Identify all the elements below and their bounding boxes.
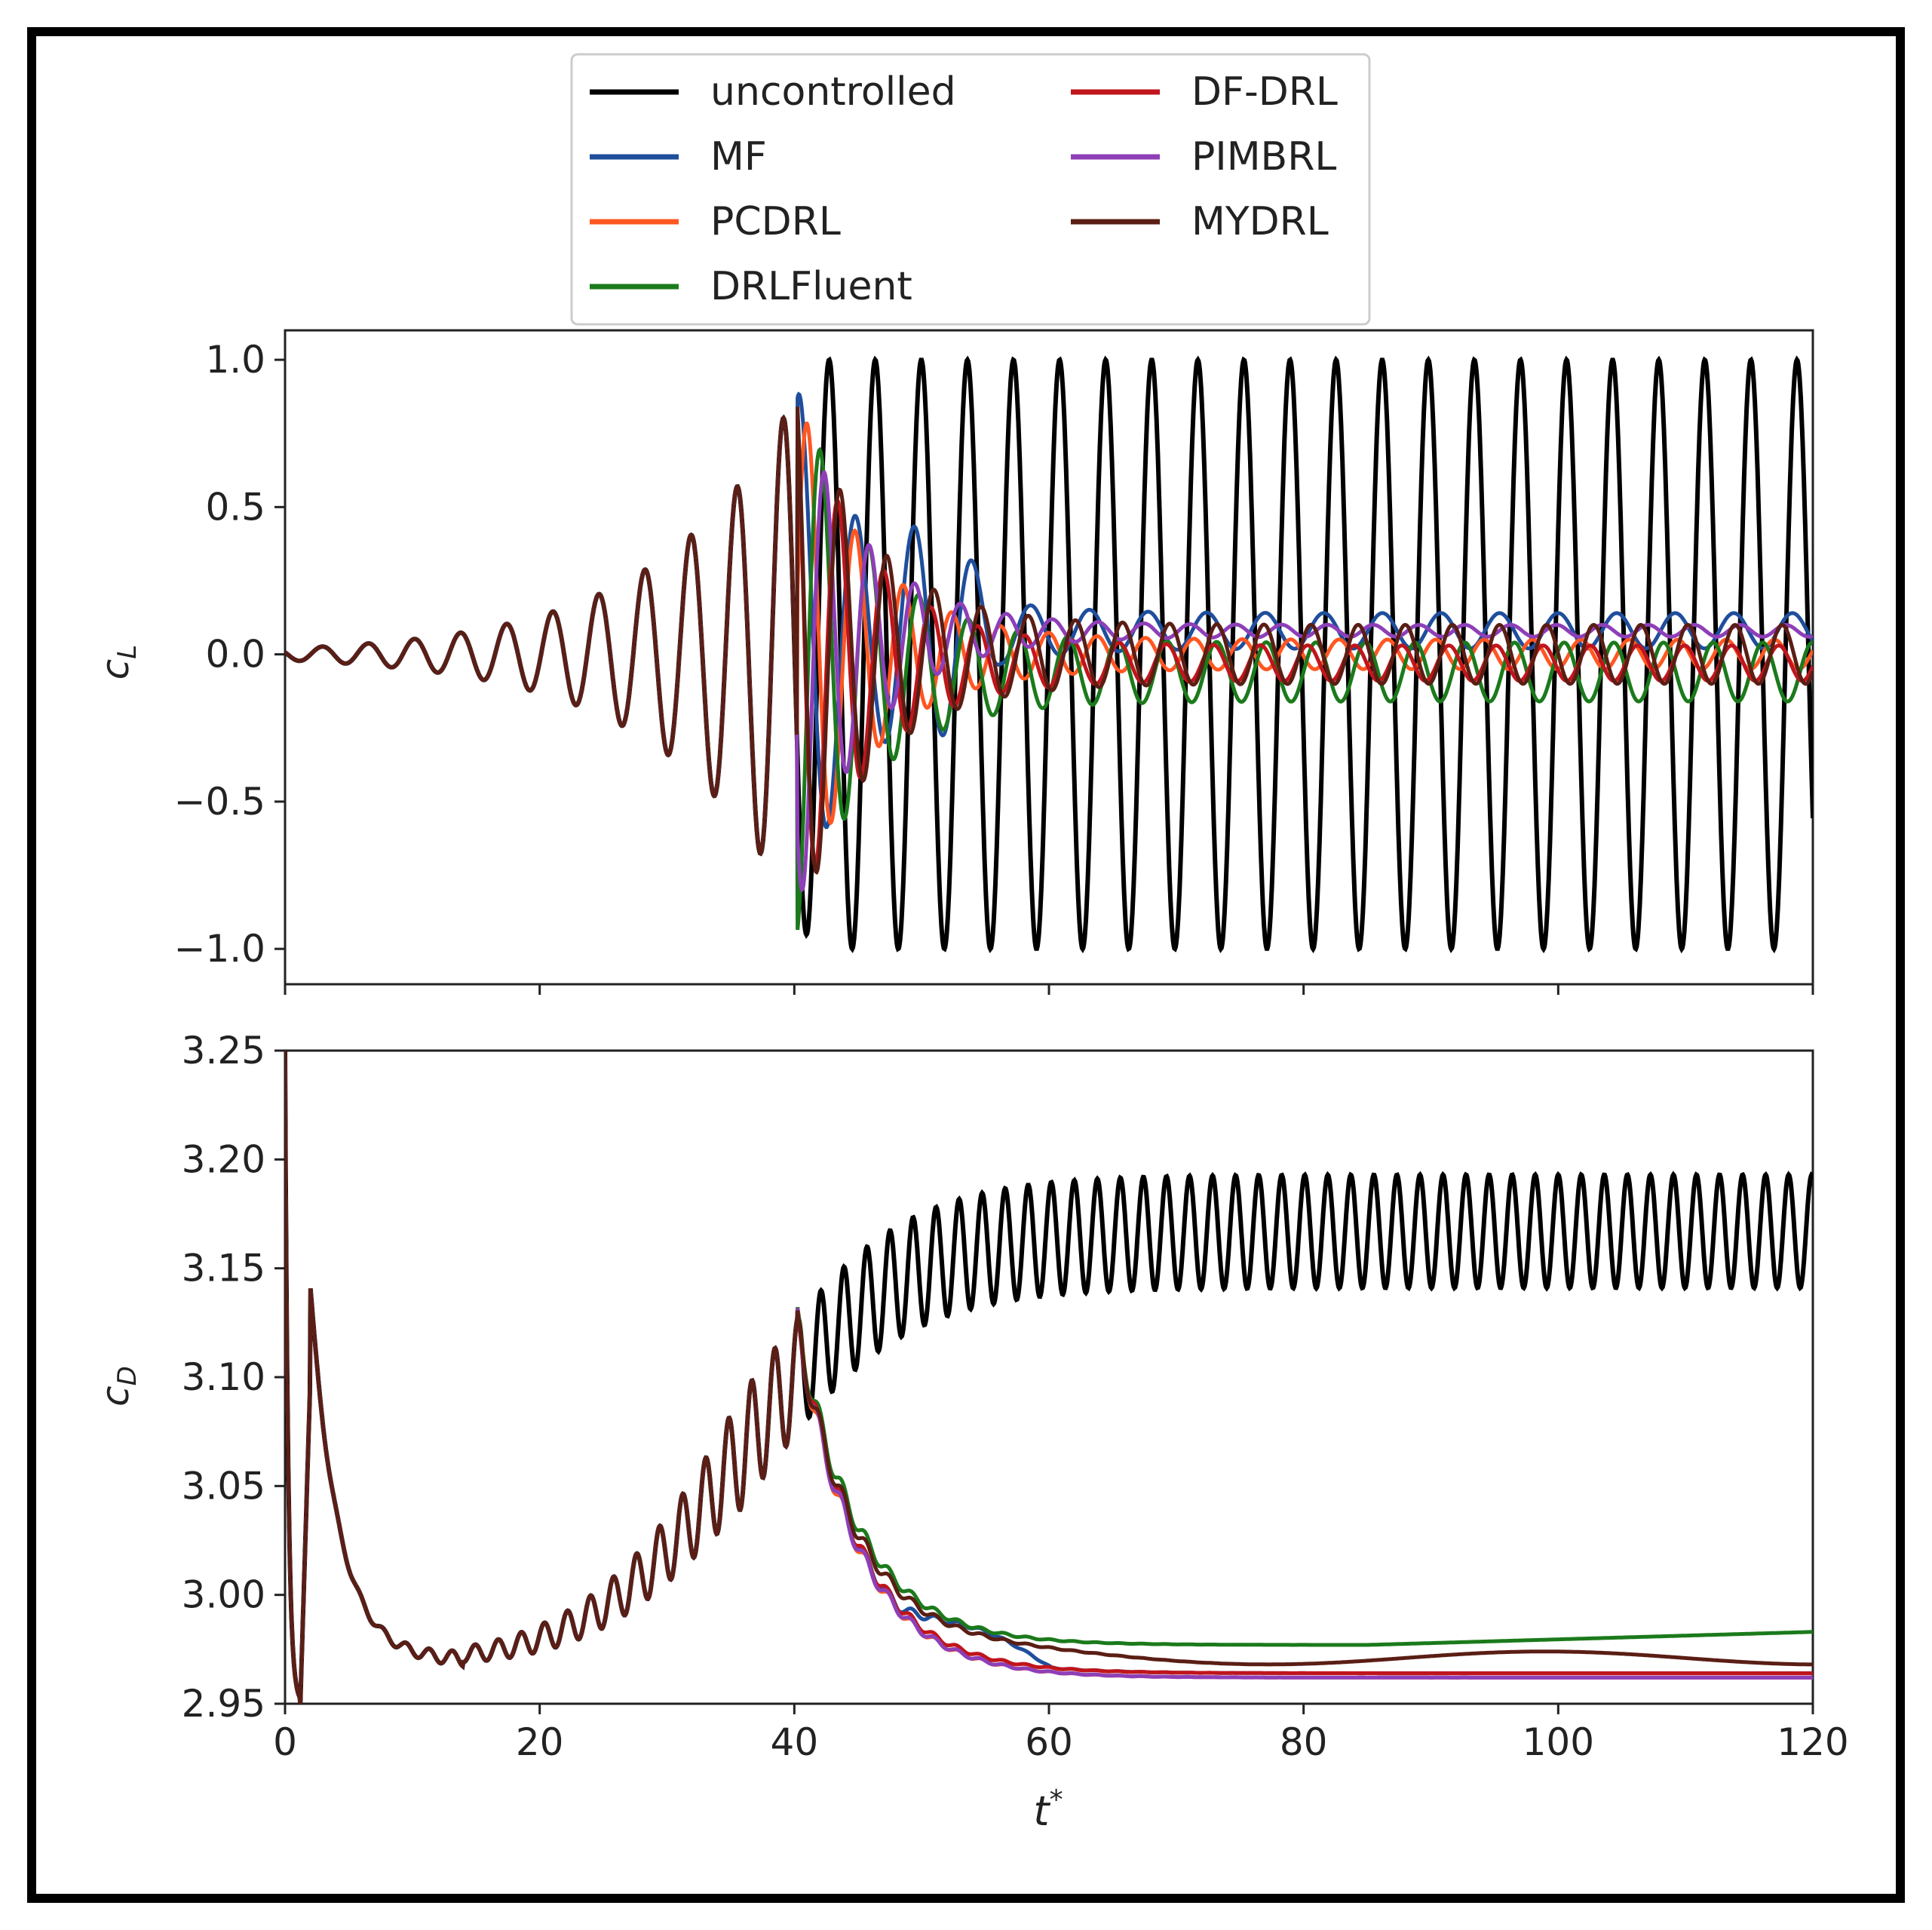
y-tick-label: 3.05 <box>182 1464 265 1508</box>
x-tick-label: 100 <box>1523 1720 1594 1764</box>
y-tick-label: −0.5 <box>174 780 265 824</box>
x-tick-label: 120 <box>1777 1720 1848 1764</box>
x-tick-label: 20 <box>516 1720 564 1764</box>
y-tick-label: −1.0 <box>174 927 265 971</box>
drag-line-uncontrolled <box>285 1051 1813 1704</box>
legend-label-mf: MF <box>710 134 767 179</box>
drag-y-axis-label: cD <box>94 1366 143 1407</box>
legend-label-pimbrl: PIMBRL <box>1191 134 1336 179</box>
y-tick-label: 2.95 <box>182 1682 265 1726</box>
y-tick-label: 3.20 <box>182 1137 265 1181</box>
drag-line-mydrl <box>285 1051 1813 1704</box>
drag-panel: 3.25 3.20 3.15 3.10 3.05 3.00 2.950 20 40 60 80 100… <box>94 1029 1849 1835</box>
x-tick-label: 60 <box>1025 1720 1073 1764</box>
lift-line-mydrl <box>285 407 1813 875</box>
drag-line-pcdrl <box>285 1051 1813 1704</box>
drag-line-df-drl <box>285 1051 1813 1704</box>
legend-label-mydrl: MYDRL <box>1191 199 1329 244</box>
legend-label-uncontrolled: uncontrolled <box>710 69 956 115</box>
legend-box <box>570 53 1371 326</box>
drag-line-drlfluent <box>285 1051 1813 1704</box>
lift-panel: 1.0 0.5 0.0 −0.5 −1.0 cL <box>94 329 1814 995</box>
drag-line-pimbrl <box>285 1051 1813 1704</box>
legend-label-drlfluent: DRLFluent <box>710 264 912 309</box>
x-tick-label: 40 <box>771 1720 819 1764</box>
y-tick-label: 0.5 <box>205 485 265 529</box>
y-tick-label: 3.10 <box>182 1355 265 1399</box>
legend: uncontrolled MF PCDRL DRLFluent DF-DRL PIMBRL… <box>570 53 1371 326</box>
y-tick-label: 3.00 <box>182 1573 265 1617</box>
x-axis-label: t* <box>1033 1784 1063 1835</box>
lift-y-axis-label: cL <box>94 645 143 680</box>
y-tick-label: 3.25 <box>182 1029 265 1072</box>
y-tick-label: 1.0 <box>205 338 265 382</box>
drag-plot-area <box>284 1049 1814 1705</box>
y-tick-label: 0.0 <box>205 633 265 677</box>
x-tick-label: 0 <box>273 1720 297 1764</box>
y-tick-label: 3.15 <box>182 1247 265 1290</box>
legend-label-pcdrl: PCDRL <box>710 199 841 244</box>
legend-label-df-drl: DF-DRL <box>1191 69 1338 115</box>
figure-frame <box>27 27 1905 1903</box>
drag-line-mf <box>285 1051 1813 1704</box>
x-tick-label: 80 <box>1280 1720 1328 1764</box>
